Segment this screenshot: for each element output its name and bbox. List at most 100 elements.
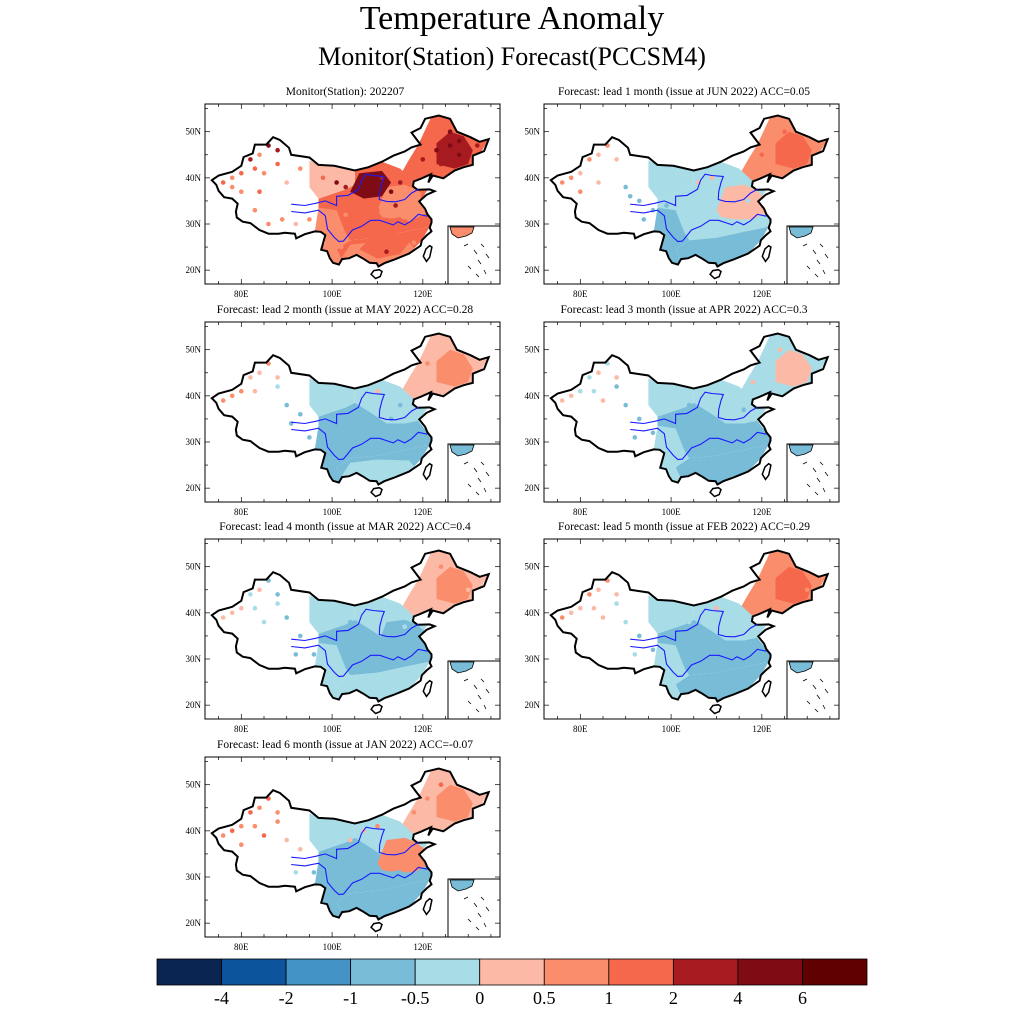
inset-island	[475, 708, 480, 713]
station-dot	[397, 402, 403, 408]
lat-label: 40N	[525, 173, 541, 183]
colorbar-label: -2	[278, 988, 294, 1008]
station-dot	[275, 375, 280, 380]
colorbar-segment	[221, 958, 287, 986]
station-dot	[402, 842, 407, 847]
lat-label: 20N	[186, 483, 202, 493]
panel-title: Forecast: lead 1 month (issue at JUN 202…	[557, 86, 811, 98]
station-dot	[325, 638, 330, 643]
station-dot	[745, 198, 751, 204]
inset-island	[822, 487, 826, 493]
inset-island	[483, 487, 487, 493]
station-dot	[741, 184, 746, 190]
station-dot	[596, 180, 601, 185]
station-dot	[252, 605, 258, 611]
inset-island	[812, 684, 817, 690]
inset-island	[822, 704, 826, 710]
lon-label: 120E	[413, 724, 433, 734]
station-dot	[475, 143, 480, 148]
colorbar-label: 6	[797, 988, 807, 1008]
lon-label: 100E	[662, 289, 682, 299]
station-dot	[329, 230, 335, 236]
hainan-border	[709, 703, 722, 715]
china-border	[549, 549, 830, 703]
station-dot	[252, 388, 258, 394]
station-dot	[252, 823, 258, 829]
station-dot	[343, 212, 348, 218]
station-dot	[559, 615, 565, 620]
lat-label: 30N	[186, 654, 202, 664]
inset-island	[802, 678, 808, 682]
lon-label: 80E	[234, 507, 249, 517]
anomaly-zone	[436, 131, 473, 169]
station-dot	[456, 152, 462, 158]
lat-label: 50N	[186, 127, 202, 137]
station-dot	[239, 189, 244, 194]
yellow-river	[291, 173, 419, 207]
inset-island	[467, 265, 472, 270]
lon-label: 120E	[752, 289, 772, 299]
main-title: Temperature Anomaly	[359, 0, 665, 37]
anomaly-zone	[359, 233, 410, 259]
station-dot	[357, 393, 362, 399]
station-dot	[568, 610, 574, 616]
station-dot	[591, 388, 597, 394]
colorbar-segment	[350, 958, 416, 986]
station-dot	[741, 624, 746, 629]
inset-island	[814, 273, 819, 278]
station-dot	[559, 180, 565, 185]
yellow-river	[291, 826, 419, 860]
inset-island	[485, 906, 490, 912]
inset-island	[483, 269, 487, 275]
lat-label: 20N	[186, 918, 202, 928]
yellow-river	[630, 608, 758, 642]
lon-label: 80E	[573, 724, 588, 734]
lat-label: 30N	[186, 437, 202, 447]
inset-island	[480, 243, 485, 248]
map-axes	[204, 538, 501, 720]
station-dot	[664, 638, 669, 643]
panel-title: Forecast: lead 4 month (issue at MAR 202…	[219, 521, 471, 533]
anomaly-zone	[648, 160, 694, 199]
station-dot	[614, 157, 619, 162]
lon-label: 80E	[573, 289, 588, 299]
inset-island	[463, 243, 469, 247]
station-dot	[284, 402, 289, 408]
lat-label: 50N	[186, 562, 202, 572]
station-dot	[357, 203, 362, 208]
station-dot	[239, 823, 244, 829]
inset-island	[477, 477, 482, 483]
inset-island	[475, 273, 480, 278]
yangtze-river	[291, 644, 428, 678]
panel-title: Forecast: lead 6 month (issue at JAN 202…	[217, 739, 473, 751]
station-dot	[686, 619, 692, 625]
station-dot	[248, 592, 253, 597]
inset-coast	[449, 661, 475, 674]
station-dot	[293, 221, 299, 227]
inset-island	[463, 896, 469, 900]
colorbar-label: -4	[214, 988, 230, 1008]
station-dot	[311, 652, 317, 657]
station-dot	[320, 439, 326, 445]
inset-island	[816, 477, 821, 483]
station-dot	[623, 184, 628, 190]
panel-title: Forecast: lead 3 month (issue at APR 202…	[560, 304, 808, 316]
inset-island	[473, 902, 478, 908]
anomaly-zone	[314, 642, 351, 700]
colorbar-segment	[608, 958, 674, 986]
anomaly-zone	[775, 349, 812, 387]
inset-island	[475, 491, 480, 496]
station-dot	[741, 407, 746, 412]
map-lead2: 80E 100E 120E 50N 40N 30N 20N	[186, 321, 501, 517]
yangtze-river	[630, 209, 767, 243]
inset-coast	[449, 879, 475, 892]
station-dot	[411, 375, 417, 380]
hainan-border	[370, 486, 383, 498]
station-dot	[434, 147, 439, 153]
station-dot	[759, 152, 765, 158]
lat-label: 30N	[525, 437, 541, 447]
station-dot	[248, 810, 253, 815]
station-dot	[795, 143, 801, 148]
station-dot	[257, 805, 262, 811]
yellow-river	[291, 608, 419, 642]
